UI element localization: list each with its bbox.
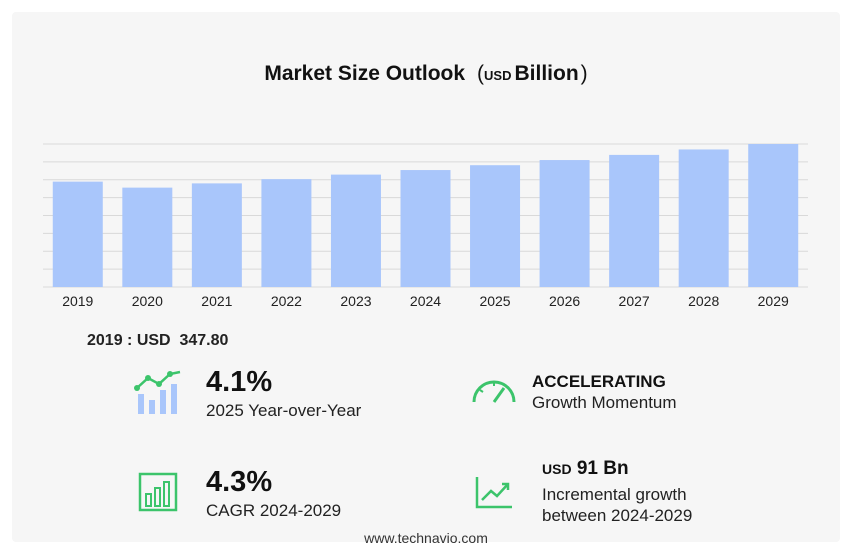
bar-2021: [191, 183, 242, 287]
x-tick-label: 2019: [62, 293, 93, 309]
incremental-label-1: Incremental growth: [542, 485, 687, 504]
x-tick-label: 2026: [549, 293, 580, 309]
base-year-value: 2019 : USD 347.80: [87, 332, 229, 349]
x-tick-label: 2022: [271, 293, 302, 309]
x-tick-label: 2021: [201, 293, 232, 309]
base-currency: USD: [136, 332, 171, 349]
cagr-label: CAGR 2024-2029: [206, 501, 342, 520]
cagr-value: 4.3%: [206, 466, 273, 498]
x-tick-label: 2020: [132, 293, 163, 309]
trend-line-icon: [475, 477, 512, 509]
x-tick-label: 2027: [619, 293, 650, 309]
title-unit-label: Billion: [514, 62, 579, 85]
bar-2019: [52, 181, 103, 287]
bar-2027: [609, 154, 660, 287]
yoy-stat: 4.1% 2025 Year-over-Year: [206, 368, 361, 421]
x-tick-label: 2023: [340, 293, 371, 309]
momentum-stat: ACCELERATING Growth Momentum: [532, 372, 677, 413]
title-unit-currency: USD: [484, 68, 512, 83]
footer-url: www.technavio.com: [364, 530, 488, 546]
bar-2025: [470, 165, 521, 287]
incremental-stat: USD 91 Bn Incremental growth between 202…: [542, 458, 692, 526]
chart-card: Market Size Outlook (USD Billion) 2019 2020…: [12, 12, 840, 546]
bar-2023: [330, 174, 381, 287]
bar-2026: [539, 160, 590, 287]
base-value: 347.80: [179, 332, 229, 349]
incremental-currency: USD: [542, 461, 572, 477]
cagr-stat: 4.3% CAGR 2024-2029: [206, 468, 341, 521]
base-year: 2019: [87, 332, 123, 349]
bar-2022: [261, 179, 312, 287]
bar-2028: [678, 149, 729, 287]
bar-chart: 2019 2020 2021 2022 2023 2024 2025 2026 2027 2028…: [43, 143, 808, 309]
momentum-value: ACCELERATING: [532, 372, 666, 391]
bar-2024: [400, 170, 451, 287]
chart-title: Market Size Outlook (USD Billion): [264, 62, 588, 85]
bar-2020: [122, 187, 173, 287]
momentum-label: Growth Momentum: [532, 393, 677, 412]
yoy-value: 4.1%: [206, 366, 273, 398]
title-text: Market Size Outlook: [264, 62, 466, 85]
growth-bars-icon: [134, 370, 181, 414]
bar-2029: [748, 144, 799, 287]
x-tick-label: 2024: [410, 293, 441, 309]
yoy-label: 2025 Year-over-Year: [206, 401, 362, 420]
bar-chart-icon: [138, 472, 178, 512]
x-tick-label: 2029: [758, 293, 789, 309]
x-tick-label: 2025: [479, 293, 510, 309]
incremental-label-2: between 2024-2029: [542, 506, 693, 525]
incremental-value: 91 Bn: [576, 458, 629, 479]
x-tick-label: 2028: [688, 293, 719, 309]
speedometer-icon: [472, 380, 516, 403]
